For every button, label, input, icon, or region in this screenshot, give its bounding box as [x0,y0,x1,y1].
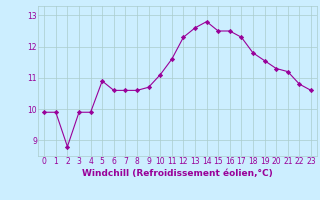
X-axis label: Windchill (Refroidissement éolien,°C): Windchill (Refroidissement éolien,°C) [82,169,273,178]
